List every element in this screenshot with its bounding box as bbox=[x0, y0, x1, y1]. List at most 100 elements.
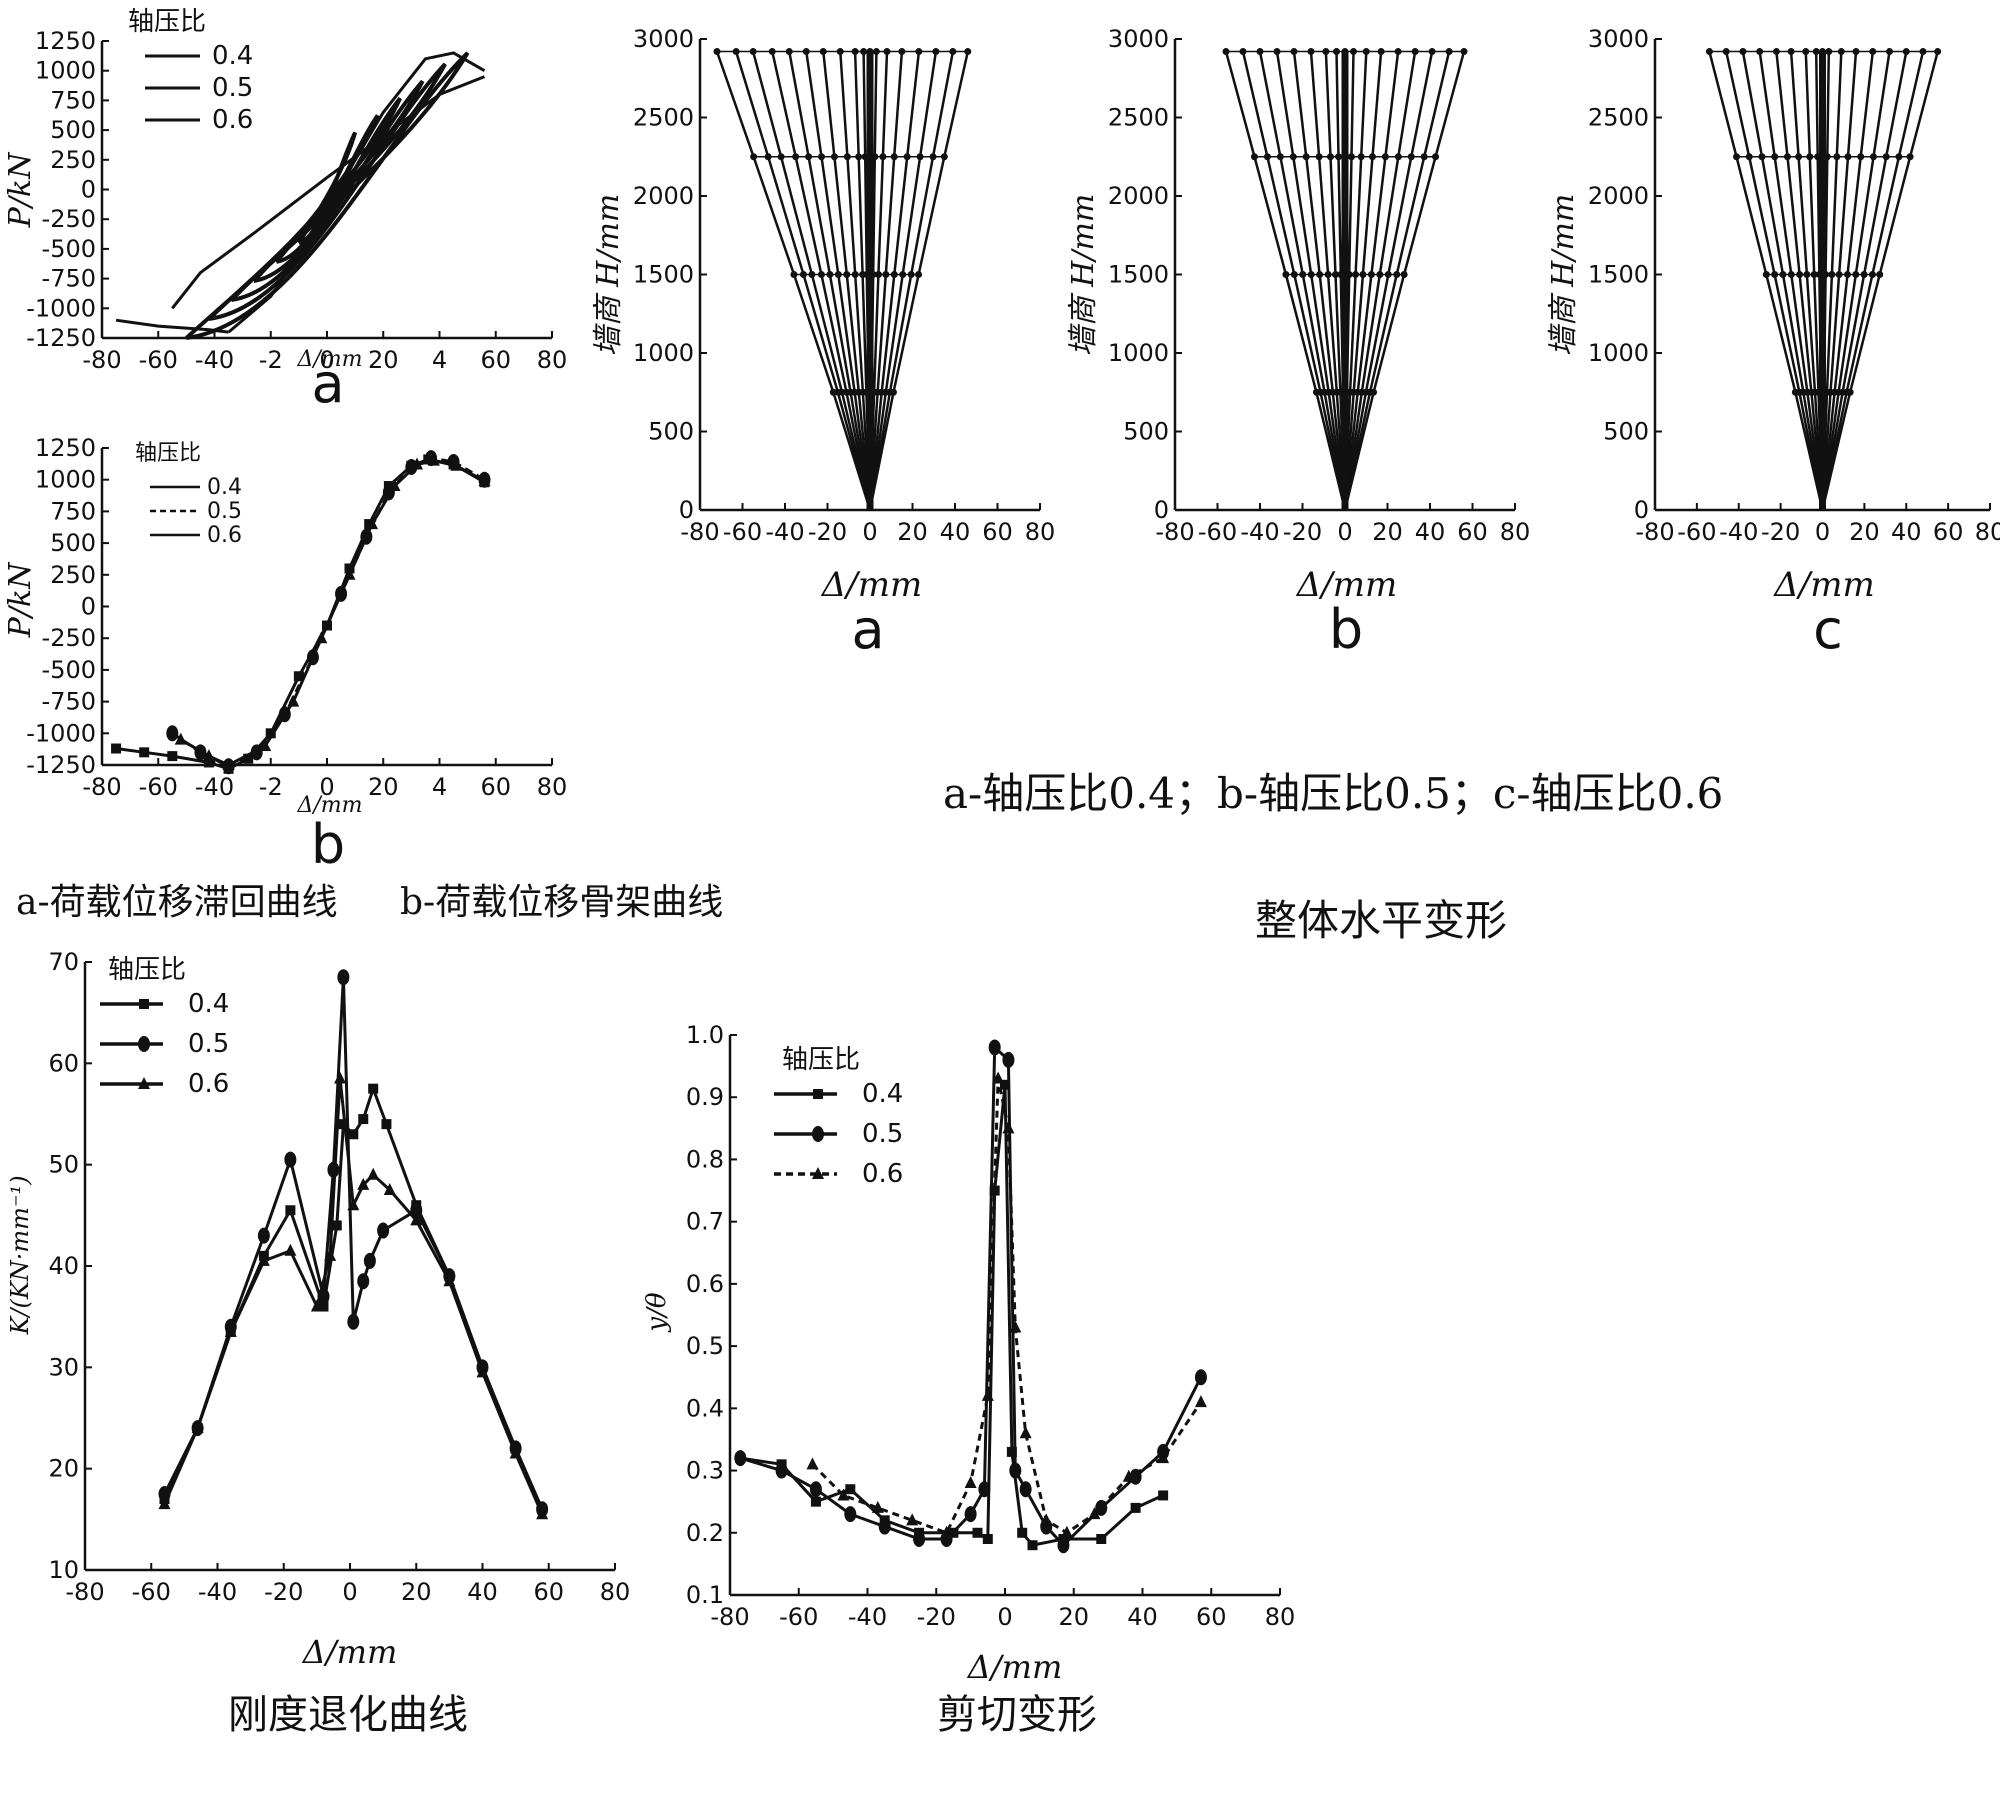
shear-legend-label: 0.4 bbox=[862, 1079, 903, 1109]
skeleton-legend-label: 0.5 bbox=[207, 499, 242, 524]
shear-series-0.5-point bbox=[844, 1506, 857, 1523]
deform_a-y-tick-label: 3000 bbox=[633, 25, 694, 53]
deform_b-x-tick-label: 40 bbox=[1415, 518, 1446, 546]
deform_c-y-tick-label: 2000 bbox=[1588, 182, 1649, 210]
shear-series-0.5-point bbox=[775, 1462, 788, 1479]
deform_a-drift-line bbox=[751, 51, 872, 511]
deform_b-x-label: Δ/mm bbox=[1295, 565, 1398, 605]
hysteresis-x-label: Δ/mm bbox=[296, 347, 362, 372]
hysteresis-y-tick-label: 500 bbox=[50, 116, 96, 144]
hysteresis-y-tick-label: 750 bbox=[50, 86, 96, 114]
deform_b-x-tick-label: 20 bbox=[1372, 518, 1403, 546]
shear-y-tick-label: 0.4 bbox=[686, 1394, 724, 1422]
deform_b-y-tick-label: 500 bbox=[1123, 418, 1169, 446]
hysteresis-y-label: P/kN bbox=[3, 151, 38, 228]
deform_a-x-tick-label: -20 bbox=[808, 518, 847, 546]
skeleton-x-tick-label: 20 bbox=[368, 773, 399, 801]
shear-legend-label: 0.5 bbox=[862, 1119, 903, 1149]
shear-series-0.4-point bbox=[972, 1527, 983, 1538]
stiffness-series-0.5-point bbox=[284, 1151, 297, 1168]
skeleton-legend-label: 0.4 bbox=[207, 475, 242, 500]
hysteresis-y-tick-label: 250 bbox=[50, 146, 96, 174]
hysteresis-x-tick-label: -80 bbox=[82, 346, 121, 374]
skeleton-y-tick-label: 1250 bbox=[35, 434, 96, 462]
shear-series-0.5-point bbox=[1019, 1481, 1032, 1498]
skeleton-x-tick-label: 4 bbox=[432, 773, 447, 801]
deform_b-y-tick-label: 2500 bbox=[1108, 104, 1169, 132]
stiffness-x-tick-label: -60 bbox=[132, 1578, 171, 1606]
deform_c-drift-line bbox=[1708, 51, 1824, 511]
skeleton-x-tick-label: -40 bbox=[195, 773, 234, 801]
stiffness-series-0.6-point bbox=[257, 1253, 270, 1266]
hysteresis-x-tick-label: 4 bbox=[432, 346, 447, 374]
shear-series-0.5-point bbox=[913, 1531, 926, 1547]
shear-series-0.5-point bbox=[734, 1450, 747, 1467]
stiffness-series-0.5-point bbox=[410, 1202, 423, 1219]
deform_b-x-tick-label: -20 bbox=[1283, 518, 1322, 546]
deform_a-x-tick-label: -80 bbox=[680, 518, 719, 546]
hysteresis-y-tick-label: -500 bbox=[42, 235, 96, 263]
caption-right: a-轴压比0.4；b-轴压比0.5；c-轴压比0.6 bbox=[943, 769, 1723, 818]
shear-series-0.5-point bbox=[978, 1481, 991, 1498]
hysteresis-legend-label: 0.5 bbox=[212, 73, 253, 103]
shear-legend-marker bbox=[812, 1167, 824, 1179]
deform_a-y-tick-label: 2500 bbox=[633, 104, 694, 132]
shear-series-0.4-point bbox=[989, 1185, 1000, 1196]
deform_c-y-label: 墙商 H/mm bbox=[1546, 194, 1581, 357]
deform_c-x-tick-label: -40 bbox=[1719, 518, 1758, 546]
hysteresis-y-tick-label: -250 bbox=[42, 205, 96, 233]
hysteresis-x-tick-label: -40 bbox=[195, 346, 234, 374]
skeleton-series-0.6-point bbox=[478, 473, 491, 486]
skeleton-y-label: P/kN bbox=[3, 561, 38, 638]
skeleton-x-tick-label: -2 bbox=[259, 773, 283, 801]
deform_a-x-tick-label: 40 bbox=[940, 518, 971, 546]
hysteresis-legend-title: 轴压比 bbox=[128, 7, 206, 37]
shear-series-0.6-point bbox=[1194, 1395, 1207, 1408]
stiffness-series-0.4-point bbox=[331, 1220, 342, 1231]
stiffness-x-tick-label: -20 bbox=[264, 1578, 303, 1606]
deform_c-y-tick-label: 3000 bbox=[1588, 25, 1649, 53]
stiffness-series-0.6-point bbox=[158, 1497, 171, 1510]
stiffness-series-0.4-point bbox=[348, 1129, 359, 1140]
stiffness-series-0.6-point bbox=[536, 1507, 549, 1520]
shear-series-0.6-point bbox=[992, 1071, 1005, 1084]
shear-series-0.5-line bbox=[739, 1045, 1203, 1547]
skeleton-x-tick-label: 60 bbox=[480, 773, 511, 801]
deform_b-drift-line bbox=[1224, 51, 1347, 511]
shear-legend-marker bbox=[813, 1089, 823, 1099]
stiffness-series-0.6-point bbox=[410, 1213, 423, 1226]
shear-series-0.6-point bbox=[940, 1525, 953, 1538]
hysteresis-loop-3 bbox=[252, 97, 402, 283]
shear-y-tick-label: 0.8 bbox=[686, 1145, 724, 1173]
shear-series-0.6-point bbox=[906, 1513, 919, 1526]
deform_a-x-label: Δ/mm bbox=[820, 565, 923, 605]
skeleton-series-0.4-point bbox=[139, 747, 150, 758]
shear-series-0.4-point bbox=[982, 1534, 993, 1544]
skeleton-legend-label: 0.6 bbox=[207, 523, 242, 548]
shear-series-0.6-point bbox=[964, 1476, 977, 1488]
shear-series-0.5-point bbox=[1009, 1462, 1022, 1479]
stiffness-series-0.6-point bbox=[191, 1421, 204, 1434]
shear-x-tick-label: 80 bbox=[1265, 1603, 1296, 1631]
shear-y-tick-label: 0.9 bbox=[686, 1083, 724, 1111]
shear-y-tick-label: 0.5 bbox=[686, 1332, 724, 1360]
stiffness-legend-label: 0.6 bbox=[188, 1069, 229, 1099]
deform_a-x-tick-label: 60 bbox=[982, 518, 1013, 546]
skeleton-y-tick-label: -250 bbox=[42, 624, 96, 652]
shear-x-tick-label: -20 bbox=[917, 1603, 956, 1631]
deform_b-y-tick-label: 3000 bbox=[1108, 25, 1169, 53]
deform_c-y-tick-label: 500 bbox=[1603, 418, 1649, 446]
skeleton-y-tick-label: 750 bbox=[50, 497, 96, 525]
shear-series-0.6-point bbox=[871, 1500, 884, 1513]
shear-x-tick-label: -60 bbox=[779, 1603, 818, 1631]
stiffness-series-0.6-point bbox=[357, 1177, 370, 1190]
shear-series-0.4-point bbox=[1017, 1527, 1028, 1538]
stiffness-y-tick-label: 70 bbox=[48, 948, 79, 976]
skeleton-series-0.6-point bbox=[174, 732, 187, 745]
skeleton-series-0.6-point bbox=[450, 458, 463, 471]
skeleton-series-0.6-point bbox=[202, 749, 215, 762]
skeleton-series-0.6-point bbox=[259, 738, 272, 751]
skeleton-series-0.5-point bbox=[166, 725, 179, 742]
skeleton-series-0.6-point bbox=[222, 758, 235, 770]
deform_a-drift-line bbox=[868, 51, 938, 511]
